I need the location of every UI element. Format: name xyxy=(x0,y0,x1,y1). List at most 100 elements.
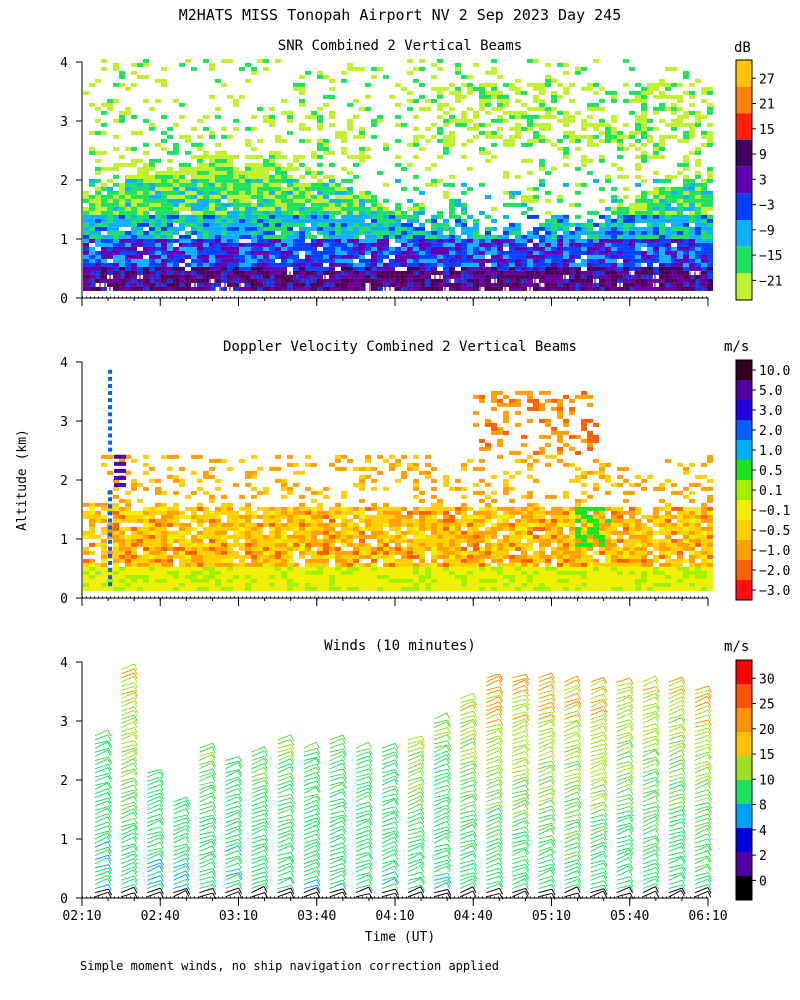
snr-cell xyxy=(143,58,149,63)
snr-cell xyxy=(83,190,89,195)
snr-cell xyxy=(551,222,557,227)
snr-cell xyxy=(191,222,197,227)
snr-cell xyxy=(197,146,203,151)
snr-cell xyxy=(221,234,227,239)
snr-cell xyxy=(209,258,215,263)
doppler-cell xyxy=(155,522,161,527)
doppler-cell xyxy=(311,514,317,519)
snr-cell xyxy=(155,222,161,227)
doppler-cell xyxy=(431,574,437,579)
snr-cell xyxy=(281,262,287,267)
snr-surface-stripe xyxy=(464,271,466,291)
snr-surface-stripe xyxy=(179,271,181,291)
snr-cell xyxy=(539,86,545,91)
doppler-cell xyxy=(365,582,371,587)
snr-cell xyxy=(179,282,185,287)
doppler-cell xyxy=(239,562,245,567)
snr-cell xyxy=(245,194,251,199)
doppler-cell xyxy=(491,578,497,583)
doppler-cell xyxy=(179,582,185,587)
snr-cell xyxy=(569,82,575,87)
snr-cell xyxy=(113,226,119,231)
snr-cell xyxy=(317,210,323,215)
snr-cell xyxy=(533,226,539,231)
snr-cell xyxy=(215,214,221,219)
snr-cell xyxy=(251,114,257,119)
snr-cell xyxy=(155,202,161,207)
doppler-cell xyxy=(365,542,371,547)
snr-cell xyxy=(95,178,101,183)
snr-cell xyxy=(515,86,521,91)
doppler-cell xyxy=(305,582,311,587)
doppler-cell xyxy=(395,478,401,483)
snr-cell xyxy=(227,226,233,231)
snr-cell xyxy=(143,98,149,103)
snr-cell xyxy=(233,118,239,123)
doppler-cell xyxy=(353,578,359,583)
snr-cell xyxy=(239,270,245,275)
doppler-cell xyxy=(479,506,485,511)
doppler-cell xyxy=(125,534,131,539)
snr-cell xyxy=(491,58,497,63)
snr-cell xyxy=(341,242,347,247)
snr-cell xyxy=(107,222,113,227)
snr-surface-stripe xyxy=(419,271,421,291)
snr-cell xyxy=(221,250,227,255)
snr-cell xyxy=(455,250,461,255)
snr-cell xyxy=(95,258,101,263)
snr-cell xyxy=(503,118,509,123)
snr-cell xyxy=(353,210,359,215)
snr-surface-stripe xyxy=(204,271,206,291)
snr-cell xyxy=(257,246,263,251)
snr-cell xyxy=(629,278,635,283)
doppler-cell xyxy=(311,586,317,591)
snr-cell xyxy=(677,138,683,143)
snr-cell xyxy=(449,198,455,203)
snr-cell xyxy=(677,242,683,247)
doppler-cell xyxy=(455,578,461,583)
snr-cell xyxy=(203,186,209,191)
doppler-cell xyxy=(287,566,293,571)
snr-cell xyxy=(221,254,227,259)
snr-cell xyxy=(155,234,161,239)
snr-cell xyxy=(359,254,365,259)
snr-cell xyxy=(551,142,557,147)
snr-cell xyxy=(269,114,275,119)
doppler-cell xyxy=(239,582,245,587)
doppler-cell xyxy=(269,550,275,555)
snr-cell xyxy=(605,254,611,259)
snr-cell xyxy=(407,98,413,103)
snr-cell xyxy=(407,254,413,259)
snr-cell xyxy=(143,230,149,235)
snr-cell xyxy=(329,234,335,239)
snr-cell xyxy=(485,134,491,139)
snr-cell xyxy=(659,270,665,275)
snr-cell xyxy=(227,230,233,235)
snr-cell xyxy=(107,210,113,215)
snr-cell xyxy=(635,234,641,239)
snr-cell xyxy=(239,250,245,255)
doppler-cell xyxy=(431,546,437,551)
snr-cell xyxy=(329,218,335,223)
snr-cell xyxy=(551,230,557,235)
doppler-cell xyxy=(155,534,161,539)
snr-cell xyxy=(509,110,515,115)
snr-cell xyxy=(509,250,515,255)
snr-cell xyxy=(491,106,497,111)
doppler-cell xyxy=(461,562,467,567)
snr-cell xyxy=(479,82,485,87)
doppler-cell xyxy=(425,534,431,539)
snr-cell xyxy=(695,242,701,247)
doppler-cell xyxy=(233,550,239,555)
snr-cell xyxy=(335,190,341,195)
snr-cell xyxy=(473,254,479,259)
snr-surface-stripe xyxy=(639,271,641,291)
snr-cell xyxy=(185,222,191,227)
snr-cell xyxy=(515,98,521,103)
snr-cell xyxy=(623,58,629,63)
doppler-cell xyxy=(317,582,323,587)
doppler-cell xyxy=(455,558,461,563)
snr-cell xyxy=(551,266,557,271)
snr-cell xyxy=(215,194,221,199)
snr-cell xyxy=(701,258,707,263)
